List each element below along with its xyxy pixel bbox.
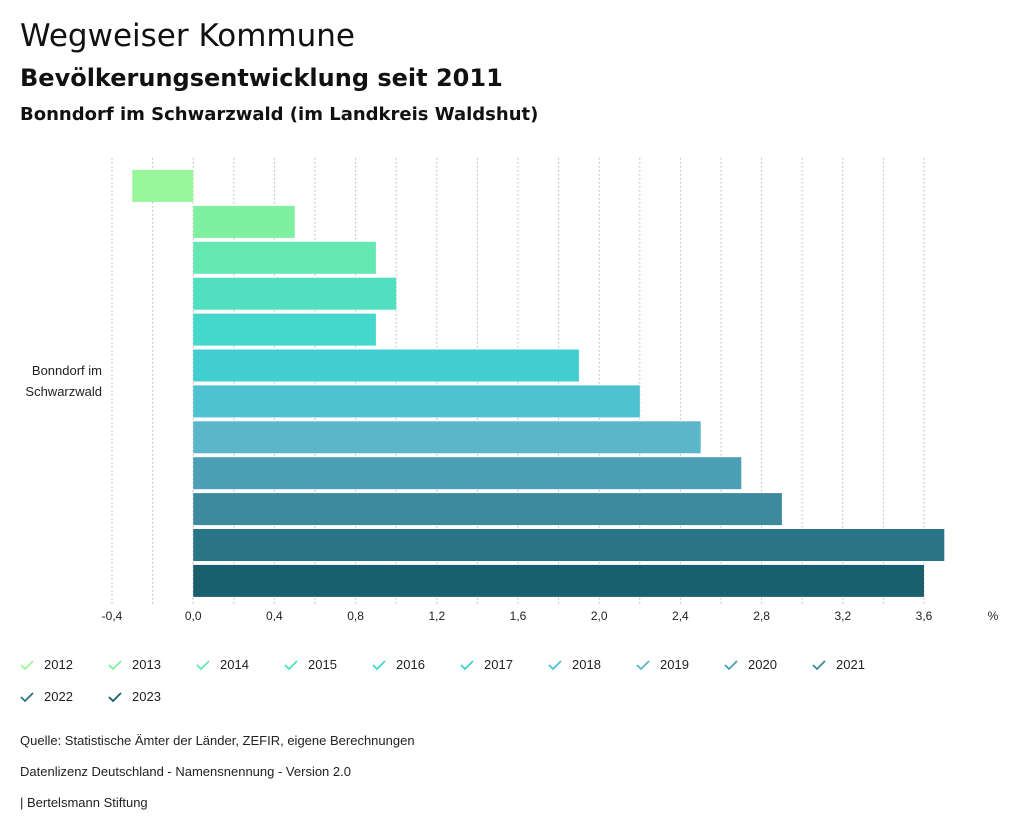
bar-2017 bbox=[193, 349, 579, 382]
bar-2014 bbox=[193, 241, 376, 274]
bar-2018 bbox=[193, 385, 640, 418]
legend-label: 2013 bbox=[132, 657, 161, 672]
x-axis-unit: % bbox=[988, 609, 999, 623]
category-label: Bonndorf im bbox=[32, 363, 102, 378]
legend-label: 2022 bbox=[44, 689, 73, 704]
checkmark-icon bbox=[20, 691, 34, 702]
x-tick-label: 0,4 bbox=[266, 609, 283, 623]
publisher-note: | Bertelsmann Stiftung bbox=[20, 795, 148, 810]
legend-item-2023[interactable]: 2023 bbox=[108, 689, 161, 704]
legend-item-2014[interactable]: 2014 bbox=[196, 657, 249, 672]
x-tick-label: 3,6 bbox=[916, 609, 933, 623]
bar-2022 bbox=[193, 529, 945, 561]
checkmark-icon bbox=[372, 659, 386, 670]
bar-2019 bbox=[193, 421, 701, 454]
checkmark-icon bbox=[636, 659, 650, 670]
legend-item-2015[interactable]: 2015 bbox=[284, 657, 337, 672]
legend-item-2021[interactable]: 2021 bbox=[812, 657, 865, 672]
checkmark-icon bbox=[724, 659, 738, 670]
bar-2023 bbox=[193, 564, 924, 597]
bar-2012 bbox=[132, 170, 194, 202]
legend-label: 2016 bbox=[396, 657, 425, 672]
legend-label: 2021 bbox=[836, 657, 865, 672]
checkmark-icon bbox=[108, 691, 122, 702]
legend-label: 2019 bbox=[660, 657, 689, 672]
legend-item-2013[interactable]: 2013 bbox=[108, 657, 161, 672]
category-label: Schwarzwald bbox=[25, 384, 102, 399]
chart-subtitle: Bevölkerungsentwicklung seit 2011 bbox=[20, 64, 503, 92]
x-tick-label: 1,6 bbox=[510, 609, 527, 623]
bar-2013 bbox=[193, 205, 295, 238]
x-tick-label: 2,8 bbox=[753, 609, 770, 623]
legend-item-2017[interactable]: 2017 bbox=[460, 657, 513, 672]
x-tick-label: 1,2 bbox=[428, 609, 445, 623]
x-tick-label: 3,2 bbox=[834, 609, 851, 623]
checkmark-icon bbox=[460, 659, 474, 670]
source-note: Quelle: Statistische Ämter der Länder, Z… bbox=[20, 733, 415, 748]
checkmark-icon bbox=[812, 659, 826, 670]
legend-label: 2020 bbox=[748, 657, 777, 672]
population-bar-chart: -0,4 0,0 0,4 0,8 1,2 1,6 2,0 2,4 2,8 3,2 3,6 % Bonnd… bbox=[25, 158, 999, 623]
checkmark-icon bbox=[20, 659, 34, 670]
legend-item-2019[interactable]: 2019 bbox=[636, 657, 689, 672]
license-note: Datenlizenz Deutschland - Namensnennung … bbox=[20, 764, 351, 779]
legend-label: 2023 bbox=[132, 689, 161, 704]
checkmark-icon bbox=[196, 659, 210, 670]
legend-item-2012[interactable]: 2012 bbox=[20, 657, 73, 672]
legend-label: 2018 bbox=[572, 657, 601, 672]
legend-label: 2017 bbox=[484, 657, 513, 672]
legend-item-2020[interactable]: 2020 bbox=[724, 657, 777, 672]
bar-2021 bbox=[193, 493, 782, 526]
legend-item-2022[interactable]: 2022 bbox=[20, 689, 73, 704]
checkmark-icon bbox=[108, 659, 122, 670]
x-tick-label: -0,4 bbox=[102, 609, 123, 623]
legend-label: 2012 bbox=[44, 657, 73, 672]
bar-2016 bbox=[193, 313, 376, 346]
checkmark-icon bbox=[548, 659, 562, 670]
chart-title: Wegweiser Kommune bbox=[20, 18, 355, 54]
x-tick-label: 2,0 bbox=[591, 609, 608, 623]
legend-label: 2014 bbox=[220, 657, 249, 672]
legend-item-2018[interactable]: 2018 bbox=[548, 657, 601, 672]
checkmark-icon bbox=[284, 659, 298, 670]
x-tick-label: 2,4 bbox=[672, 609, 689, 623]
bar-2015 bbox=[193, 277, 397, 310]
bar-2020 bbox=[193, 457, 742, 490]
x-tick-label: 0,8 bbox=[347, 609, 364, 623]
region-title: Bonndorf im Schwarzwald (im Landkreis Wa… bbox=[20, 104, 539, 125]
legend-label: 2015 bbox=[308, 657, 337, 672]
legend-item-2016[interactable]: 2016 bbox=[372, 657, 425, 672]
x-tick-label: 0,0 bbox=[185, 609, 202, 623]
